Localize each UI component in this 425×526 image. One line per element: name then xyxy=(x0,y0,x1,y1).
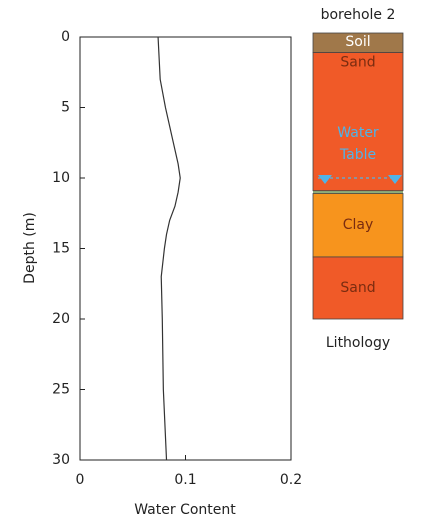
layer-label: Soil xyxy=(345,34,370,50)
y-tick-label: 25 xyxy=(52,382,70,398)
lithology-title: borehole 2 xyxy=(321,7,396,23)
water-content-line xyxy=(158,37,180,460)
x-axis-label: Water Content xyxy=(134,502,236,518)
layer-label: Sand xyxy=(340,55,375,71)
y-tick-label: 15 xyxy=(52,241,70,257)
y-tick-label: 0 xyxy=(61,29,70,45)
y-tick-label: 10 xyxy=(52,170,70,186)
y-tick-label: 20 xyxy=(52,311,70,327)
layer-label: Clay xyxy=(343,217,374,233)
water-table-label: Water xyxy=(337,125,379,141)
y-tick-label: 5 xyxy=(61,100,70,116)
y-axis-label: Depth (m) xyxy=(22,212,38,284)
x-tick-label: 0 xyxy=(76,472,85,488)
y-tick-label: 30 xyxy=(52,452,70,468)
layer-label: Sand xyxy=(340,280,375,296)
plot-frame xyxy=(80,37,291,460)
lithology-layer xyxy=(313,53,403,191)
chart: Water Content Depth (m) borehole 2 Litho… xyxy=(0,0,425,526)
x-tick-label: 0.2 xyxy=(280,472,302,488)
lithology-label: Lithology xyxy=(326,335,390,351)
water-table-label: Table xyxy=(339,147,376,163)
x-tick-label: 0.1 xyxy=(174,472,196,488)
